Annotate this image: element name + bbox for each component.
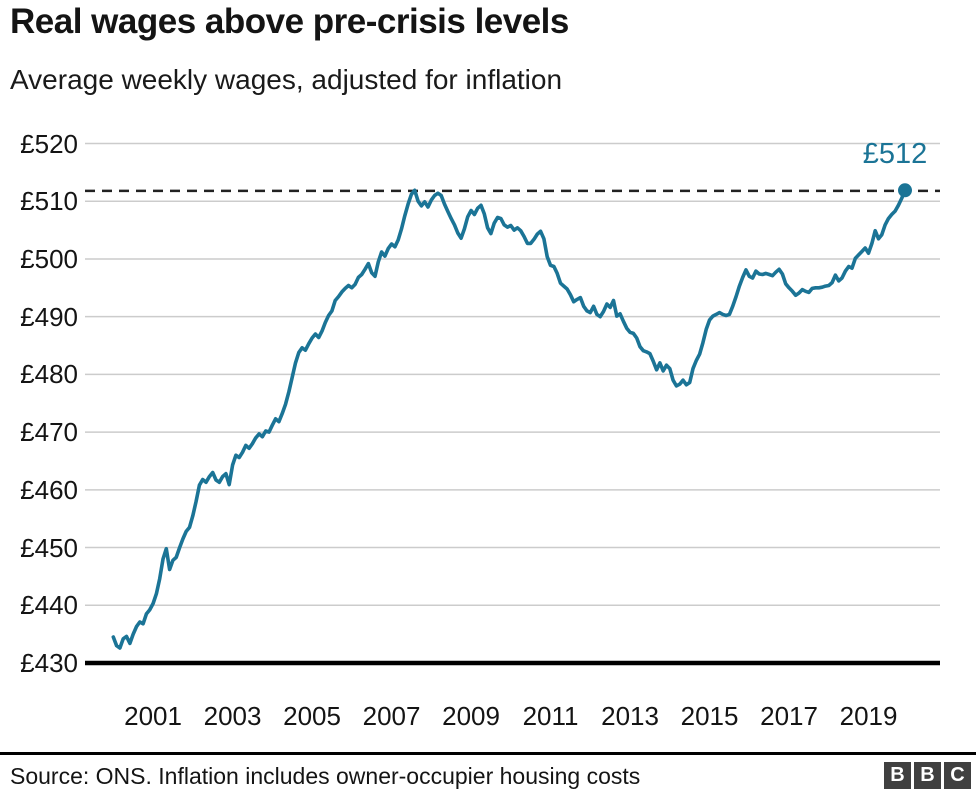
- source-text: Source: ONS. Inflation includes owner-oc…: [10, 763, 641, 789]
- chart-subtitle: Average weekly wages, adjusted for infla…: [10, 64, 563, 95]
- x-axis-tick-label: 2019: [839, 701, 898, 731]
- bbc-logo-letter-b1: B: [884, 762, 911, 789]
- y-axis-tick-label: £510: [20, 186, 78, 217]
- bbc-logo-letter-b2: B: [914, 762, 941, 789]
- footer-divider: [0, 752, 976, 755]
- x-axis-tick-label: 2015: [680, 701, 739, 731]
- x-axis-tick-label: 2013: [601, 701, 659, 731]
- x-axis-tick-label: 2017: [760, 701, 818, 731]
- x-axis-tick-label: 2001: [124, 701, 182, 731]
- y-axis-tick-label: £490: [20, 301, 78, 332]
- bbc-logo: B B C: [884, 762, 971, 789]
- x-axis-tick-label: 2011: [522, 701, 579, 731]
- end-point-value-label: £512: [862, 138, 928, 170]
- y-axis-tick-label: £500: [20, 243, 78, 274]
- x-axis-tick-label: 2007: [362, 701, 421, 731]
- chart-title: Real wages above pre-crisis levels: [10, 2, 569, 41]
- y-axis-tick-label: £470: [20, 417, 78, 448]
- x-axis-tick-label: 2009: [442, 701, 500, 731]
- end-point-dot: [898, 183, 912, 198]
- x-axis-tick-label: 2003: [203, 701, 262, 731]
- bbc-logo-letter-c: C: [944, 762, 971, 789]
- y-axis-tick-label: £440: [20, 590, 78, 621]
- y-axis-tick-label: £480: [20, 359, 78, 390]
- x-axis-tick-label: 2005: [283, 701, 341, 731]
- y-axis-tick-label: £520: [20, 128, 78, 159]
- y-axis-tick-label: £430: [20, 648, 78, 678]
- y-axis-tick-label: £460: [20, 474, 78, 505]
- y-axis-tick-label: £450: [20, 532, 78, 563]
- wage-line: [111, 188, 907, 650]
